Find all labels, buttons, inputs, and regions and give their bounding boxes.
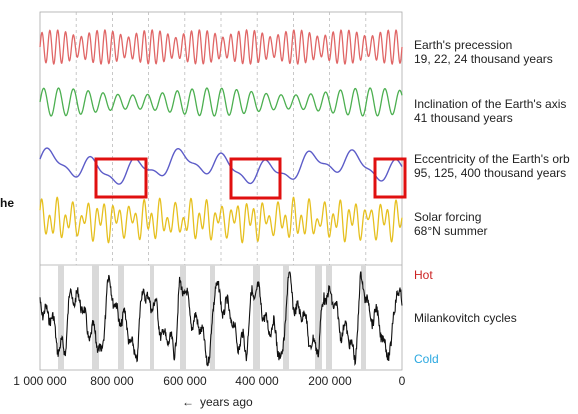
legend-obliquity-title: Inclination of the Earth's axis [414,97,567,111]
legend-solar-forcing: Solar forcing 68°N summer [414,210,487,238]
legend-hot: Hot [414,268,433,282]
x-tick-label: 600 000 [163,374,207,388]
highlight-boxes [94,157,407,200]
interglacial-band [315,265,322,370]
x-tick-label: 0 [398,374,406,388]
interglacial-band [118,265,124,370]
left-cropped-text: he [0,196,15,210]
x-tick-label: 200 000 [308,374,352,388]
legend-precession-detail: 19, 22, 24 thousand years [414,52,553,66]
obliquity-line [39,87,403,117]
left-arrow-icon: ← [182,395,194,409]
interglacial-band [326,265,332,370]
x-axis-label: ← years ago [182,395,253,409]
highlight-box [229,157,282,200]
legend-precession: Earth's precession 19, 22, 24 thousand y… [414,38,553,66]
solar-forcing-line [39,196,403,244]
highlight-box [373,157,407,199]
interglacial-band [92,265,99,370]
highlight-box [94,157,148,199]
legend-obliquity-detail: 41 thousand years [414,111,513,125]
legend-cold: Cold [414,352,439,366]
legend-solar-forcing-title: Solar forcing [414,210,482,224]
series-curves [39,28,403,367]
interglacial-band [253,265,260,370]
legend-eccentricity-title: Eccentricity of the Earth's orb [414,152,570,166]
x-tick-label: 800 000 [90,374,134,388]
legend-eccentricity: Eccentricity of the Earth's orb 95, 125,… [414,152,570,180]
interglacial-band [58,265,64,370]
legend-obliquity: Inclination of the Earth's axis 41 thous… [414,97,566,125]
x-tick-label: 1 000 000 [13,374,67,388]
legend-solar-forcing-detail: 68°N summer [414,224,488,238]
interglacial-band [150,265,154,370]
legend-eccentricity-detail: 95, 125, 400 thousand years [414,166,567,180]
interglacial-band [361,265,366,370]
legend-precession-title: Earth's precession [414,38,513,52]
milankovitch-line [39,271,403,367]
x-axis-label-text: years ago [200,395,253,409]
eccentricity-line [39,147,403,185]
legend-milankovitch: Milankovitch cycles [414,311,517,325]
x-tick-label: 400 000 [235,374,279,388]
precession-line [39,28,403,66]
interglacial-band [180,265,186,370]
